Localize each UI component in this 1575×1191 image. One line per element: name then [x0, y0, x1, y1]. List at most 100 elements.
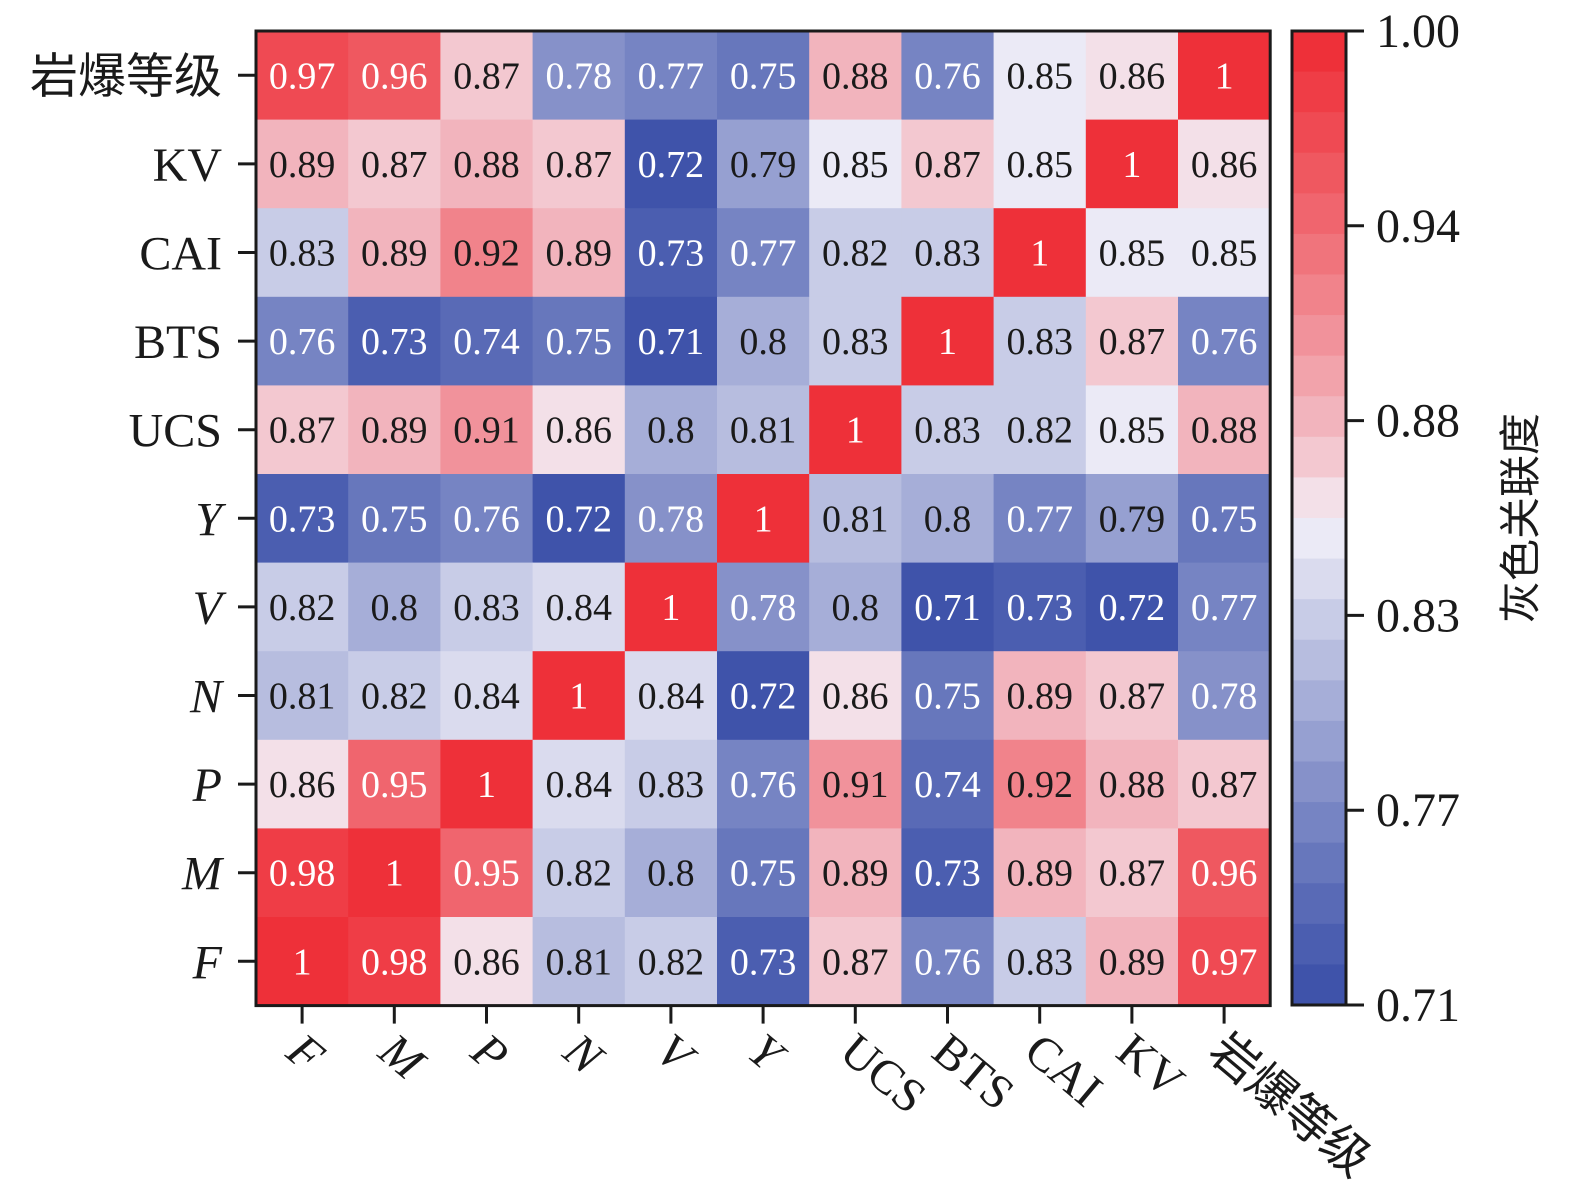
heatmap-cell — [1178, 828, 1271, 918]
heatmap-cell — [1178, 119, 1271, 209]
heatmap-cell — [1178, 739, 1271, 829]
heatmap-cell — [256, 739, 349, 829]
cell-value-label: 0.86 — [822, 676, 889, 718]
heatmap-cell — [1178, 562, 1271, 652]
cell-value-label: 0.82 — [1006, 410, 1073, 452]
heatmap-cell — [256, 562, 349, 652]
heatmap-cell — [717, 562, 810, 652]
colorbar-segment — [1292, 315, 1346, 357]
cell-value-label: 0.84 — [638, 676, 705, 718]
heatmap-cell — [1085, 739, 1179, 829]
heatmap-cell — [440, 385, 534, 475]
cell-value-label: 0.87 — [914, 144, 981, 186]
colorbar-segment — [1292, 680, 1346, 722]
heatmap-cell — [532, 739, 626, 829]
heatmap-cell — [1085, 917, 1179, 1007]
heatmap-cell — [256, 296, 349, 386]
heatmap-cell — [1085, 208, 1179, 298]
cell-value-label: 0.89 — [269, 144, 336, 186]
cell-value-label: 0.75 — [361, 498, 428, 540]
heatmap-cell — [717, 296, 810, 386]
cell-value-label: 0.84 — [545, 587, 612, 629]
cell-value-label: 0.88 — [453, 144, 520, 186]
heatmap-cell — [993, 917, 1087, 1007]
heatmap-cell — [348, 208, 441, 298]
cell-value-label: 0.75 — [730, 55, 797, 97]
cell-value-label: 0.81 — [545, 941, 612, 983]
heatmap-cell — [717, 474, 810, 564]
cell-value-label: 1 — [754, 498, 773, 540]
colorbar-border — [1290, 29, 1348, 1007]
heatmap-cell — [440, 739, 534, 829]
colorbar-segment — [1292, 193, 1346, 235]
heatmap-cell — [1178, 474, 1271, 564]
cell-value-label: 0.85 — [1006, 144, 1073, 186]
cell-value-label: 0.83 — [1006, 321, 1073, 363]
colorbar-tick-label: 0.83 — [1376, 589, 1460, 642]
cell-value-label: 0.96 — [361, 55, 428, 97]
heatmap-cell — [624, 828, 718, 918]
cell-value-label: 0.98 — [269, 853, 336, 895]
cell-value-label: 1 — [1215, 55, 1234, 97]
x-tick-label-n: N — [553, 1023, 615, 1087]
heatmap-cell — [809, 119, 902, 209]
heatmap-cell — [1085, 828, 1179, 918]
heatmap-cell — [348, 119, 441, 209]
cell-value-label: 1 — [1122, 144, 1141, 186]
cell-value-label: 0.96 — [1191, 853, 1258, 895]
cell-value-label: 0.81 — [730, 410, 797, 452]
heatmap-cell — [901, 828, 995, 918]
cell-value-label: 0.79 — [730, 144, 797, 186]
colorbar-segment — [1292, 802, 1346, 844]
heatmap-cell — [1178, 385, 1271, 475]
heatmap-cell — [1178, 296, 1271, 386]
cell-value-label: 0.73 — [914, 853, 981, 895]
cell-value-label: 0.89 — [361, 233, 428, 275]
cell-value-label: 1 — [938, 321, 957, 363]
cell-value-label: 0.79 — [1099, 498, 1166, 540]
cell-value-label: 0.75 — [545, 321, 612, 363]
heatmap-cell — [256, 828, 349, 918]
heatmap-cell — [809, 474, 902, 564]
cell-value-label: 0.88 — [1191, 410, 1258, 452]
heatmap-cell — [256, 31, 349, 121]
colorbar-segment — [1292, 964, 1346, 1006]
cell-value-label: 0.83 — [914, 233, 981, 275]
y-tick-label--: 岩爆等级 — [30, 50, 222, 103]
y-tick-label-v: V — [193, 582, 227, 635]
x-tick-label-m: M — [368, 1023, 436, 1092]
x-tick-label-cai: CAI — [1015, 1023, 1112, 1117]
y-tick-label-m: M — [181, 848, 225, 901]
heatmap-cell — [901, 208, 995, 298]
heatmap-cell — [717, 208, 810, 298]
heatmap-cell — [1178, 917, 1271, 1007]
y-tick-label-p: P — [192, 759, 222, 812]
heatmap-cell — [624, 208, 718, 298]
colorbar-segment — [1292, 112, 1346, 154]
cell-value-label: 0.81 — [822, 498, 889, 540]
heatmap-cell — [993, 119, 1087, 209]
heatmap-cell — [1085, 119, 1179, 209]
heatmap-cell — [809, 31, 902, 121]
y-tick-label-f: F — [192, 936, 223, 989]
cell-value-label: 0.72 — [1099, 587, 1166, 629]
heatmap-cell — [809, 296, 902, 386]
y-tick-label-ucs: UCS — [129, 405, 222, 458]
cell-value-label: 0.82 — [545, 853, 612, 895]
colorbar-tick-label: 0.77 — [1376, 784, 1460, 837]
colorbar-segment — [1292, 436, 1346, 479]
heatmap-cell — [717, 651, 810, 741]
cell-value-label: 0.74 — [914, 764, 981, 806]
cell-value-label: 0.86 — [1099, 55, 1166, 97]
heatmap-cell — [348, 562, 441, 652]
cell-value-label: 0.78 — [1191, 676, 1258, 718]
cell-value-label: 0.74 — [453, 321, 520, 363]
cell-value-label: 0.87 — [453, 55, 520, 97]
heatmap-cell — [440, 296, 534, 386]
heatmap-cell — [1178, 31, 1271, 121]
heatmap-cell — [717, 119, 810, 209]
cell-value-label: 0.72 — [638, 144, 705, 186]
cell-value-label: 0.92 — [453, 233, 520, 275]
cell-value-label: 0.77 — [1006, 498, 1073, 540]
